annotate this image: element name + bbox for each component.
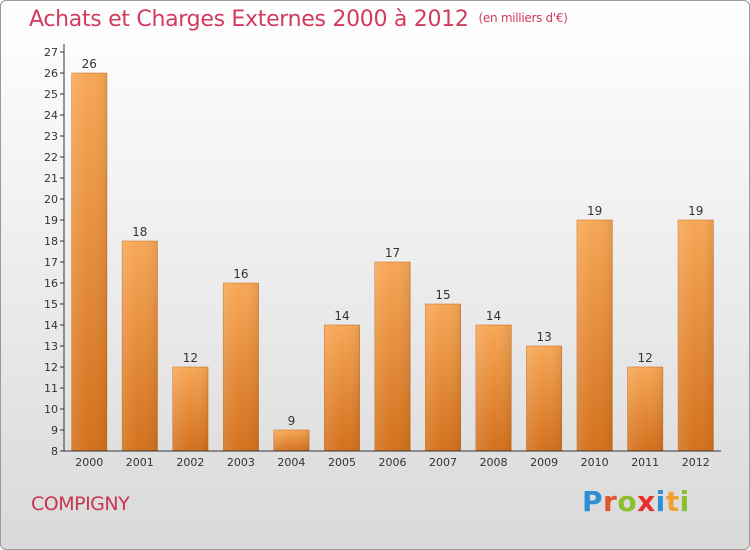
y-tick-label: 10	[44, 403, 58, 416]
x-tick-label: 2002	[176, 456, 204, 469]
bar-shade	[374, 262, 411, 451]
y-tick-label: 22	[44, 151, 58, 164]
logo-letter: o	[617, 485, 638, 518]
y-tick-label: 15	[44, 298, 58, 311]
x-tick-label: 2001	[126, 456, 154, 469]
proxiti-logo: Proxiti	[582, 485, 690, 518]
x-tick-label: 2005	[328, 456, 356, 469]
bar-shade	[627, 367, 663, 451]
y-tick-label: 19	[44, 214, 58, 227]
y-tick-label: 20	[44, 193, 58, 206]
y-tick-label: 25	[44, 88, 58, 101]
y-tick-label: 24	[44, 109, 58, 122]
bar-shade	[576, 220, 613, 451]
logo-letter: r	[603, 485, 618, 518]
commune-name: COMPIGNY	[31, 493, 130, 515]
logo-letter: P	[582, 485, 604, 518]
y-tick-label: 21	[44, 172, 58, 185]
y-tick-label: 9	[51, 424, 58, 437]
x-tick-label: 2012	[682, 456, 710, 469]
x-tick-label: 2008	[480, 456, 508, 469]
data-label: 18	[132, 225, 147, 239]
data-label: 13	[536, 330, 551, 344]
logo-letter: i	[655, 485, 666, 518]
bar-shade	[273, 430, 310, 451]
bar-shade	[678, 220, 714, 451]
y-tick-label: 14	[44, 319, 58, 332]
y-tick-label: 17	[44, 256, 58, 269]
data-label: 16	[233, 267, 248, 281]
data-label: 9	[288, 414, 296, 428]
bar-shade	[526, 346, 562, 451]
y-axis: 8 9 10 11 12 13 14 15 16 17 18 19 20 21 22 23 24 25 26 27	[44, 44, 65, 458]
y-tick-label: 11	[44, 382, 58, 395]
y-tick-label: 16	[44, 277, 58, 290]
y-tick-label: 8	[51, 445, 58, 458]
bar-shade	[223, 283, 259, 451]
bar-shade	[172, 367, 209, 451]
x-axis: 2000 2001 2002 2003 2004 2005 2006 2007 2008 2009…	[64, 450, 721, 469]
data-label: 26	[82, 57, 97, 71]
x-tick-label: 2009	[530, 456, 558, 469]
y-tick-label: 27	[44, 46, 58, 59]
data-label: 12	[183, 351, 198, 365]
data-label: 14	[334, 309, 349, 323]
logo-letter: t	[665, 485, 680, 518]
y-tick-label: 12	[44, 361, 58, 374]
y-tick-label: 23	[44, 130, 58, 143]
x-tick-label: 2011	[631, 456, 659, 469]
logo-letter: x	[637, 485, 656, 518]
x-tick-label: 2010	[581, 456, 609, 469]
bar-shade	[475, 325, 512, 451]
title-text: Achats et Charges Externes 2000 à 2012	[29, 7, 469, 32]
y-tick-label: 18	[44, 235, 58, 248]
y-tick-label: 13	[44, 340, 58, 353]
data-label: 14	[486, 309, 501, 323]
bar-shade	[71, 73, 107, 451]
data-label: 15	[435, 288, 450, 302]
data-label: 12	[638, 351, 653, 365]
bar-shade	[324, 325, 360, 451]
x-tick-label: 2006	[379, 456, 407, 469]
chart-title: Achats et Charges Externes 2000 à 2012 (e…	[29, 7, 568, 32]
logo-letter: i	[679, 485, 690, 518]
x-tick-label: 2007	[429, 456, 457, 469]
data-label: 19	[688, 204, 703, 218]
data-label: 17	[385, 246, 400, 260]
y-tick-label: 26	[44, 67, 58, 80]
bar-shade	[425, 304, 461, 451]
x-tick-label: 2000	[75, 456, 103, 469]
bars-group: 26 18 12 16 9 14 17 15 14 13 19 12 19	[71, 57, 714, 452]
data-label: 19	[587, 204, 602, 218]
bar-shade	[122, 241, 158, 451]
x-tick-label: 2003	[227, 456, 255, 469]
title-unit: (en milliers d'€)	[478, 11, 568, 25]
x-tick-label: 2004	[277, 456, 305, 469]
